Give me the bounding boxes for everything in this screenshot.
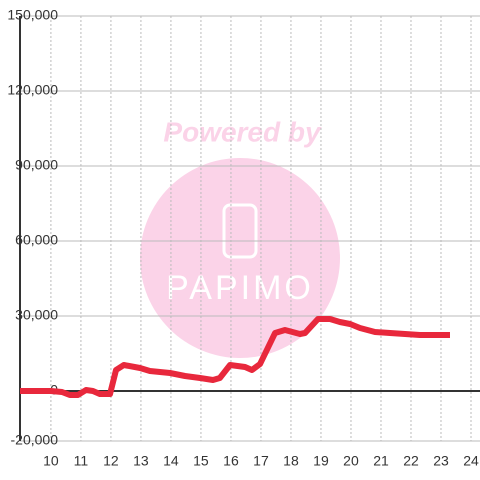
watermark-text: Powered by <box>163 116 322 147</box>
x-tick-label: 18 <box>283 453 299 469</box>
x-tick-label: 20 <box>343 453 359 469</box>
watermark-logo: PAPIMO <box>166 269 314 307</box>
y-tick-label: -20,000 <box>11 432 59 448</box>
x-tick-label: 22 <box>403 453 419 469</box>
x-tick-label: 23 <box>433 453 449 469</box>
x-tick-label: 21 <box>373 453 389 469</box>
y-tick-label: 30,000 <box>15 307 58 323</box>
y-tick-label: 120,000 <box>7 82 58 98</box>
x-tick-label: 15 <box>193 453 209 469</box>
x-tick-label: 16 <box>223 453 239 469</box>
x-tick-label: 11 <box>74 453 89 469</box>
line-series <box>20 316 450 398</box>
y-tick-label: 60,000 <box>15 232 58 248</box>
watermark-icon <box>222 203 258 259</box>
y-tick-label: 90,000 <box>15 157 58 173</box>
x-tick-label: 24 <box>463 453 479 469</box>
x-tick-label: 19 <box>313 453 329 469</box>
y-tick-label: 150,000 <box>7 7 58 23</box>
x-tick-label: 10 <box>43 453 59 469</box>
x-tick-label: 12 <box>103 453 119 469</box>
x-tick-label: 13 <box>133 453 149 469</box>
x-tick-label: 14 <box>163 453 179 469</box>
x-tick-label: 17 <box>253 453 269 469</box>
